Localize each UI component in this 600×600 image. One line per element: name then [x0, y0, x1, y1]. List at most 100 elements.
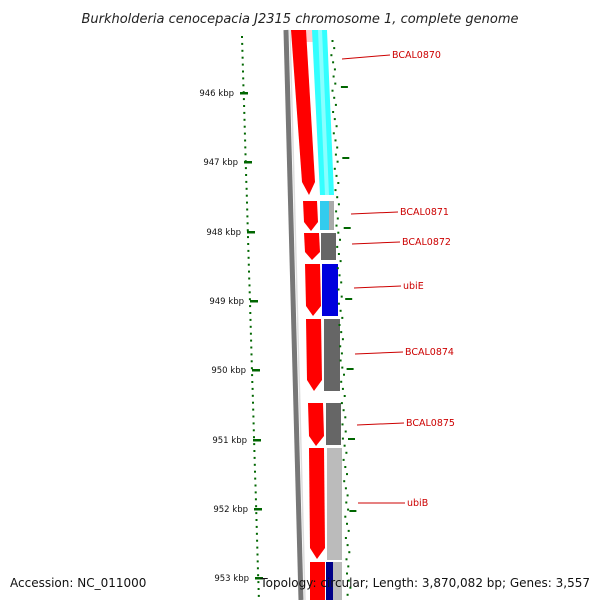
- gc-dot: [334, 189, 337, 192]
- gc-dot: [339, 359, 342, 362]
- cds-arrow-ubie: [305, 264, 321, 316]
- gc-dot: [337, 231, 340, 234]
- backbone-ring: [283, 29, 306, 600]
- gc-dot: [244, 139, 247, 142]
- gc-dot: [254, 470, 256, 473]
- gc-dot: [345, 558, 348, 561]
- gc-dot: [332, 75, 335, 78]
- gc-dot: [330, 54, 333, 57]
- gc-dot: [336, 160, 339, 163]
- gc-dot: [247, 256, 250, 259]
- gc-dash: [346, 368, 354, 370]
- gc-dot: [337, 182, 340, 184]
- gc-dot: [334, 82, 337, 85]
- gene-label-leader: [351, 241, 401, 245]
- gc-dot: [242, 84, 245, 87]
- gc-dot: [252, 401, 254, 404]
- track-segment-bcal0871-edge: [329, 201, 334, 230]
- gene-label: BCAL0874: [405, 347, 454, 358]
- scale-tick: [250, 300, 258, 303]
- gc-dot: [256, 539, 259, 542]
- gc-dot: [253, 456, 256, 459]
- scale-tick: [244, 161, 252, 164]
- gc-dot: [331, 89, 334, 92]
- gene-label-leader: [350, 211, 399, 215]
- gc-dot: [256, 567, 259, 570]
- gc-dot: [244, 167, 247, 170]
- gc-dot: [250, 339, 253, 342]
- gc-dot: [339, 309, 342, 312]
- gc-dot: [250, 367, 253, 370]
- gc-dot: [250, 353, 253, 356]
- gc-dot: [255, 519, 258, 521]
- gc-dot: [242, 70, 244, 73]
- gc-dot: [340, 295, 343, 298]
- footer-left-bg: [0, 571, 148, 593]
- gene-label: BCAL0872: [402, 237, 451, 248]
- gc-dot: [346, 572, 348, 575]
- gc-dot: [255, 525, 258, 528]
- cds-arrow-bcal0871: [303, 201, 318, 231]
- gc-dot: [251, 394, 254, 397]
- gc-dot: [333, 167, 336, 170]
- gc-dash: [340, 86, 348, 88]
- gc-dot: [337, 288, 340, 291]
- gc-dot: [340, 331, 343, 334]
- gc-dot: [339, 238, 341, 241]
- gc-dot: [249, 318, 252, 321]
- gc-dot: [339, 260, 342, 263]
- gc-dot: [241, 42, 244, 45]
- gc-dot: [346, 522, 348, 525]
- gc-dot: [344, 487, 347, 490]
- gc-dot: [251, 387, 254, 390]
- gc-dot: [333, 47, 336, 50]
- gc-dot: [333, 68, 336, 71]
- gc-dot: [243, 105, 246, 107]
- gc-dot: [339, 345, 342, 348]
- gc-dot: [341, 366, 344, 369]
- gc-dot: [343, 373, 345, 376]
- gc-dot: [346, 544, 349, 547]
- gc-dot: [244, 146, 247, 149]
- gene-label-layer: BCAL0870 BCAL0871 BCAL0872 ubiE BCAL0874 BCAL…: [341, 50, 455, 509]
- gc-dot: [256, 553, 259, 556]
- gc-dot: [336, 245, 339, 248]
- gc-dot-ring-right: [330, 40, 357, 596]
- gc-dot: [344, 466, 347, 468]
- gc-dot: [343, 480, 346, 483]
- gc-dot: [256, 560, 259, 563]
- gc-dot: [341, 423, 344, 426]
- track-segment-ubie: [322, 264, 338, 316]
- gc-dash: [349, 510, 357, 512]
- gene-label: BCAL0870: [392, 50, 441, 61]
- gc-dot: [257, 588, 260, 590]
- gc-dot: [343, 395, 346, 397]
- track-segment-bottom-gray: [333, 562, 342, 600]
- gc-dot: [245, 180, 248, 183]
- gene-label-leader: [354, 351, 404, 355]
- gc-dot: [347, 529, 350, 532]
- gc-dot: [246, 201, 248, 204]
- gc-dot: [247, 243, 250, 245]
- gc-dot: [340, 281, 343, 284]
- gc-dot: [337, 253, 340, 255]
- scale-tick: [254, 508, 262, 511]
- gene-label-leader: [356, 422, 405, 426]
- gc-dot: [332, 111, 335, 113]
- gc-dot: [348, 551, 351, 554]
- gc-dot: [336, 146, 339, 149]
- gc-dot: [252, 408, 255, 411]
- track-segment-bcal0872: [321, 233, 336, 260]
- gc-dot: [247, 263, 250, 266]
- gc-dot: [345, 451, 348, 454]
- gc-dot: [336, 267, 339, 270]
- scale-tick-label: 951 kbp: [212, 436, 247, 446]
- gc-dot: [255, 505, 258, 508]
- gc-dot: [336, 217, 339, 220]
- gc-dot: [242, 77, 245, 80]
- track-segment-bcal0874: [324, 319, 340, 391]
- gc-dot: [251, 374, 254, 377]
- gc-dot: [241, 63, 244, 66]
- gc-dot: [254, 477, 257, 480]
- gc-dot-ring-left: [241, 36, 260, 597]
